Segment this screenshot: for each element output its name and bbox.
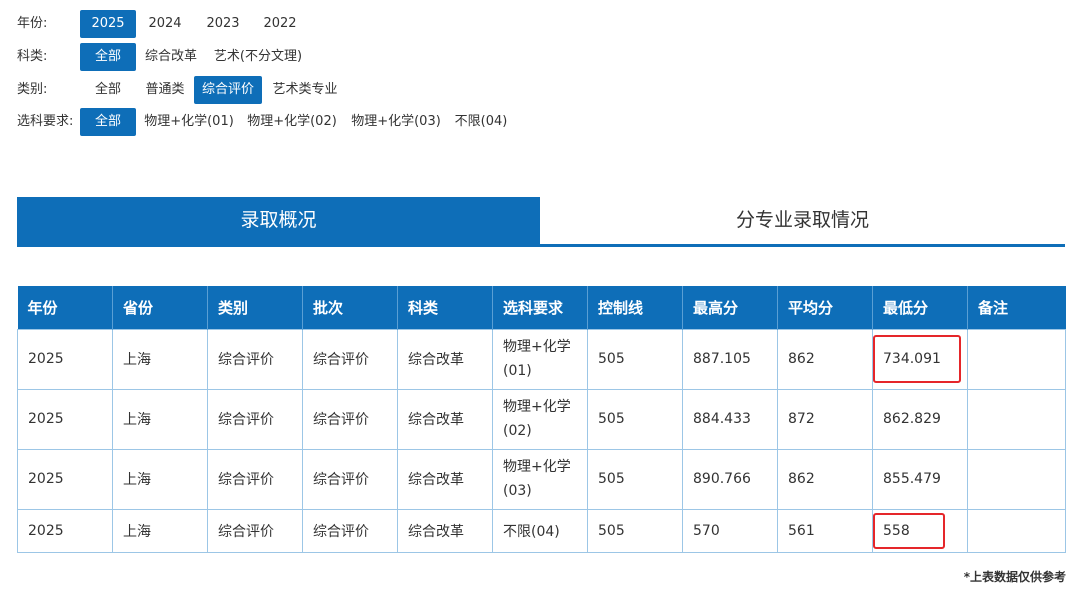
cell-max-score: 570	[682, 508, 778, 553]
cell-max-score: 887.105	[682, 328, 778, 390]
cell-avg-score: 561	[777, 508, 873, 553]
subject-option-all[interactable]: 全部	[80, 43, 136, 71]
header-control-line: 控制线	[587, 286, 683, 329]
cell-max-score: 884.433	[682, 388, 778, 450]
subject-option-arts[interactable]: 艺术(不分文理)	[213, 49, 303, 64]
cell-requirement-text: 物理+化学(02)	[503, 399, 571, 439]
cell-subject: 综合改革	[397, 388, 493, 450]
filter-year-label: 年份:	[17, 16, 48, 31]
cell-avg-score: 862	[777, 448, 873, 510]
year-option-2022[interactable]: 2022	[263, 16, 297, 31]
cell-requirement: 物理+化学(01)	[492, 328, 588, 390]
requirement-option-04[interactable]: 不限(04)	[454, 114, 508, 129]
table-row: 2025 上海 综合评价 综合评价 综合改革 物理+化学(02) 505 884…	[17, 388, 1066, 450]
cell-control-line: 505	[587, 448, 683, 510]
filter-category-label: 类别:	[17, 82, 48, 97]
requirement-option-all[interactable]: 全部	[80, 108, 136, 136]
tab-bar: 录取概况 分专业录取情况	[17, 197, 1065, 247]
table-row: 2025 上海 综合评价 综合评价 综合改革 物理+化学(01) 505 887…	[17, 328, 1066, 390]
cell-requirement: 不限(04)	[492, 508, 588, 553]
cell-requirement-text: 物理+化学(01)	[503, 339, 571, 379]
highlighted-min-score: 558	[873, 512, 945, 549]
header-min-score: 最低分	[872, 286, 968, 329]
tab-admission-overview[interactable]: 录取概况	[17, 197, 540, 244]
header-batch: 批次	[302, 286, 398, 329]
header-avg-score: 平均分	[777, 286, 873, 329]
cell-remarks	[967, 388, 1066, 450]
header-max-score: 最高分	[682, 286, 778, 329]
header-remarks: 备注	[967, 286, 1066, 329]
cell-batch: 综合评价	[302, 448, 398, 510]
table-header-row: 年份 省份 类别 批次 科类 选科要求 控制线 最高分 平均分 最低分 备注	[17, 286, 1066, 329]
cell-requirement: 物理+化学(02)	[492, 388, 588, 450]
cell-province: 上海	[112, 448, 208, 510]
cell-year: 2025	[17, 388, 113, 450]
cell-control-line: 505	[587, 328, 683, 390]
highlighted-min-score: 734.091	[873, 335, 961, 383]
table-row: 2025 上海 综合评价 综合评价 综合改革 物理+化学(03) 505 890…	[17, 448, 1066, 510]
cell-subject: 综合改革	[397, 508, 493, 553]
header-subject: 科类	[397, 286, 493, 329]
cell-remarks	[967, 508, 1066, 553]
filter-requirement-label: 选科要求:	[17, 114, 74, 129]
cell-batch: 综合评价	[302, 388, 398, 450]
cell-year: 2025	[17, 448, 113, 510]
category-option-arts-major[interactable]: 艺术类专业	[272, 82, 338, 97]
cell-category: 综合评价	[207, 448, 303, 510]
cell-min-score: 734.091	[872, 328, 968, 390]
header-province: 省份	[112, 286, 208, 329]
cell-remarks	[967, 328, 1066, 390]
cell-province: 上海	[112, 328, 208, 390]
header-category: 类别	[207, 286, 303, 329]
header-requirement: 选科要求	[492, 286, 588, 329]
cell-batch: 综合评价	[302, 508, 398, 553]
cell-max-score: 890.766	[682, 448, 778, 510]
cell-avg-score: 862	[777, 328, 873, 390]
footnote: *上表数据仅供参考	[963, 570, 1066, 584]
tab-admission-by-major[interactable]: 分专业录取情况	[540, 197, 1065, 244]
subject-option-comprehensive-reform[interactable]: 综合改革	[144, 49, 197, 64]
cell-control-line: 505	[587, 388, 683, 450]
cell-requirement: 物理+化学(03)	[492, 448, 588, 510]
cell-province: 上海	[112, 508, 208, 553]
category-option-comprehensive-evaluation[interactable]: 综合评价	[194, 76, 262, 104]
category-option-general[interactable]: 普通类	[145, 82, 185, 97]
year-option-2023[interactable]: 2023	[206, 16, 240, 31]
cell-year: 2025	[17, 508, 113, 553]
cell-min-score: 855.479	[872, 448, 968, 510]
year-option-2025[interactable]: 2025	[80, 10, 136, 38]
cell-control-line: 505	[587, 508, 683, 553]
cell-category: 综合评价	[207, 388, 303, 450]
requirement-option-03[interactable]: 物理+化学(03)	[351, 114, 441, 129]
cell-min-score: 558	[872, 508, 968, 553]
cell-batch: 综合评价	[302, 328, 398, 390]
admission-table: 年份 省份 类别 批次 科类 选科要求 控制线 最高分 平均分 最低分 备注 2…	[17, 286, 1066, 553]
cell-subject: 综合改革	[397, 328, 493, 390]
cell-min-score: 862.829	[872, 388, 968, 450]
year-option-2024[interactable]: 2024	[148, 16, 182, 31]
cell-subject: 综合改革	[397, 448, 493, 510]
cell-avg-score: 872	[777, 388, 873, 450]
requirement-option-02[interactable]: 物理+化学(02)	[247, 114, 337, 129]
cell-category: 综合评价	[207, 508, 303, 553]
cell-remarks	[967, 448, 1066, 510]
table-row: 2025 上海 综合评价 综合评价 综合改革 不限(04) 505 570 56…	[17, 508, 1066, 553]
category-option-all[interactable]: 全部	[94, 82, 121, 97]
cell-year: 2025	[17, 328, 113, 390]
header-year: 年份	[17, 286, 113, 329]
cell-category: 综合评价	[207, 328, 303, 390]
cell-province: 上海	[112, 388, 208, 450]
requirement-option-01[interactable]: 物理+化学(01)	[144, 114, 234, 129]
cell-requirement-text: 物理+化学(03)	[503, 459, 571, 499]
filter-subject-label: 科类:	[17, 49, 48, 64]
